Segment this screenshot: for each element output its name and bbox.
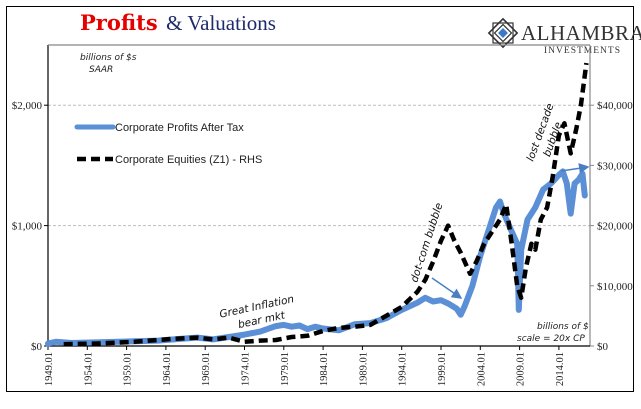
left-unit-note-line2: SAAR [89, 65, 113, 75]
x-tick-label-1: 1954.01 [83, 352, 94, 386]
x-tick-label-5: 1974.01 [241, 352, 252, 386]
x-tick-label-2: 1959.01 [123, 352, 134, 386]
right-unit-note-line1: billions of $ [537, 322, 589, 332]
x-tick-label-12: 2009.01 [516, 352, 527, 386]
x-tick-label-9: 1994.01 [398, 352, 409, 386]
series-line-corporate-equities [63, 62, 589, 347]
x-tick-label-8: 1989.01 [358, 352, 369, 386]
tick-labels: $0 $1,000 $2,000 $0 $10,000 $20,000 $30,000 $40… [12, 100, 634, 386]
annotation-lost-decade: lost decade bubble [525, 102, 565, 163]
x-tick-label-0: 1949.01 [44, 352, 55, 386]
logo-subtitle: INVESTMENTS [544, 46, 621, 56]
series-line-corporate-profits [45, 168, 588, 347]
right-tick-label-3: $30,000 [597, 160, 633, 172]
left-tick-label-2: $2,000 [12, 100, 43, 112]
right-tick-label-4: $40,000 [597, 100, 633, 112]
legend-label-profits: Corporate Profits After Tax [115, 122, 244, 134]
right-tick-label-1: $10,000 [597, 281, 633, 293]
title-part-profits: Profits [80, 10, 158, 35]
title-part-valuations: & Valuations [166, 11, 276, 35]
axes [44, 44, 594, 350]
left-unit-note-line1: billions of $s [80, 53, 137, 63]
right-tick-label-0: $0 [597, 341, 609, 353]
chart-frame [6, 6, 634, 392]
right-unit-note-line2: scale = 20x CP [517, 334, 585, 344]
left-tick-label-0: $0 [31, 341, 43, 353]
dot-com-arrow [431, 277, 463, 299]
logo-name: ALHAMBRA [521, 21, 641, 45]
series-layer [45, 62, 589, 347]
logo-diamond-icon [487, 17, 519, 49]
x-tick-label-11: 2004.01 [476, 352, 487, 386]
chart-title: Profits & Valuations [80, 10, 276, 35]
valuation-gap-arrow [560, 163, 590, 174]
x-tick-label-4: 1969.01 [201, 352, 212, 386]
alhambra-logo: ALHAMBRA INVESTMENTS [487, 17, 641, 56]
x-tick-label-7: 1984.01 [319, 352, 330, 386]
grid [48, 104, 590, 227]
left-tick-label-1: $1,000 [12, 221, 43, 233]
legend-label-equities: Corporate Equities (Z1) - RHS [115, 154, 262, 166]
x-tick-label-13: 2014.01 [555, 352, 566, 386]
x-tick-label-6: 1979.01 [280, 352, 291, 386]
x-tick-label-3: 1964.01 [162, 352, 173, 386]
legend: Corporate Profits After Tax Corporate Eq… [74, 122, 262, 166]
x-tick-label-10: 1999.01 [437, 352, 448, 386]
right-tick-label-2: $20,000 [597, 221, 633, 233]
